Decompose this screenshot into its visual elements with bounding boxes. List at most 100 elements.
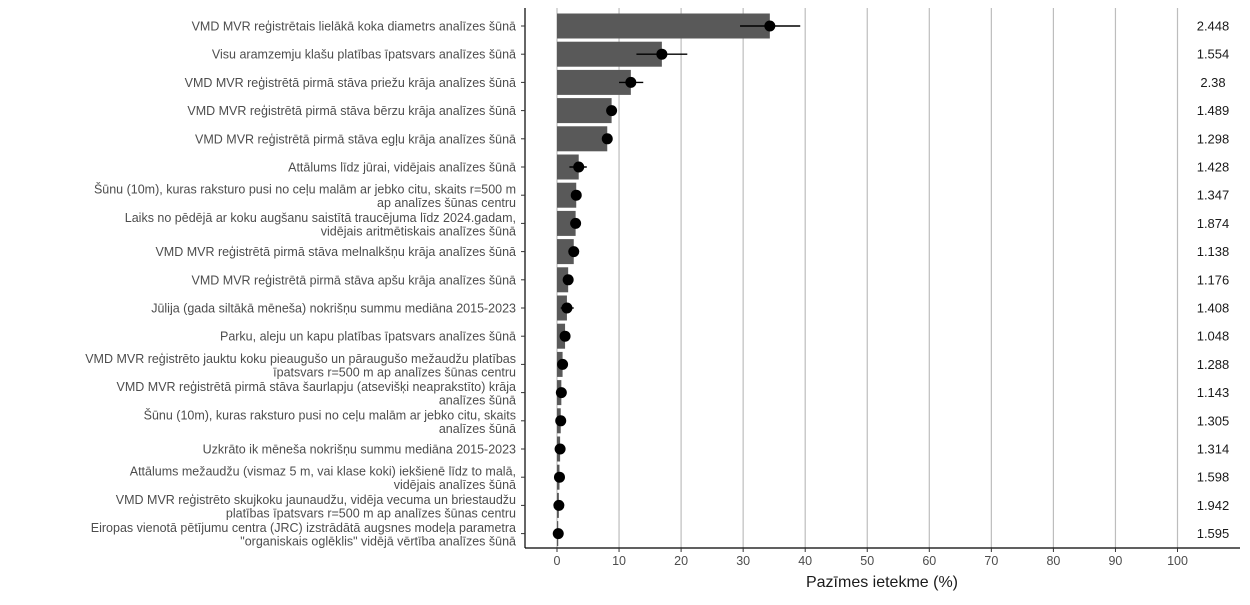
point-12 [557, 358, 569, 370]
value-label-8: 1.138 [1197, 244, 1230, 259]
y-tick-label-18-line-2: "organiskais oglēklis" vidējā vērtība an… [240, 535, 516, 549]
value-label-13: 1.143 [1197, 385, 1230, 400]
value-label-7: 1.874 [1197, 216, 1230, 231]
point-3 [606, 105, 618, 117]
value-label-0: 2.448 [1197, 19, 1230, 34]
x-tick-label-90: 90 [1108, 554, 1122, 568]
x-tick-label-100: 100 [1167, 554, 1188, 568]
y-tick-label-7: Laiks no pēdējā ar koku augšanu saistītā… [125, 211, 516, 239]
point-layer [552, 20, 801, 540]
x-tick-label-20: 20 [674, 554, 688, 568]
value-label-3: 1.489 [1197, 103, 1230, 118]
value-label-14: 1.305 [1197, 413, 1230, 428]
y-tick-label-18-line-1: Eiropas vienotā pētījumu centra (JRC) iz… [91, 521, 516, 535]
point-15 [554, 443, 566, 455]
grid-layer [556, 8, 1179, 548]
y-tick-label-13-line-1: VMD MVR reģistrētā pirmā stāva šaurlapju… [117, 380, 516, 394]
label-layer: VMD MVR reģistrētais lielākā koka diamet… [85, 19, 1229, 549]
bar-layer [557, 13, 770, 547]
value-label-1: 1.554 [1197, 47, 1230, 62]
y-tick-label-12-line-1: VMD MVR reģistrēto jauktu koku pieaugušo… [85, 352, 516, 366]
y-tick-label-18: Eiropas vienotā pētījumu centra (JRC) iz… [91, 521, 516, 549]
point-18 [552, 528, 564, 540]
bar-8 [557, 239, 574, 265]
value-label-5: 1.428 [1197, 160, 1230, 175]
bar-5 [557, 154, 579, 180]
y-tick-label-17-line-2: platības īpatsvars r=500 m ap analīzes š… [226, 506, 516, 520]
value-label-15: 1.314 [1197, 442, 1230, 457]
y-tick-label-14: Šūnu (10m), kuras raksturo pusi no ceļu … [144, 407, 516, 436]
x-tick-label-50: 50 [860, 554, 874, 568]
y-tick-label-12-line-2: īpatsvars r=500 m ap analīzes šūnas cent… [273, 365, 516, 379]
bar-4 [557, 126, 608, 152]
value-label-4: 1.298 [1197, 131, 1230, 146]
y-tick-label-8: VMD MVR reģistrētā pirmā stāva melnalkšņ… [155, 245, 516, 259]
bar-9 [557, 267, 569, 293]
y-tick-label-12: VMD MVR reģistrēto jauktu koku pieaugušo… [85, 352, 516, 380]
point-14 [555, 415, 567, 427]
x-tick-label-40: 40 [798, 554, 812, 568]
y-tick-label-16-line-2: vidējais analīzes šūnā [394, 478, 516, 492]
y-tick-label-9: VMD MVR reģistrētā pirmā stāva apšu krāj… [192, 273, 516, 287]
point-7 [570, 217, 582, 229]
point-1 [656, 48, 668, 60]
value-label-12: 1.288 [1197, 357, 1230, 372]
y-tick-label-5: Attālums līdz jūrai, vidējais analīzes š… [288, 161, 516, 175]
point-2 [625, 76, 637, 88]
x-tick-label-10: 10 [612, 554, 626, 568]
point-9 [562, 274, 574, 286]
point-11 [559, 330, 571, 342]
point-4 [601, 133, 613, 145]
x-tick-label-0: 0 [554, 554, 561, 568]
bar-0 [557, 13, 770, 39]
y-tick-label-7-line-2: vidējais aritmētiskais analīzes šūnā [321, 224, 516, 238]
y-tick-label-2: VMD MVR reģistrētā pirmā stāva priežu kr… [185, 76, 516, 90]
y-tick-label-14-line-1: Šūnu (10m), kuras raksturo pusi no ceļu … [144, 407, 516, 422]
value-label-11: 1.048 [1197, 329, 1230, 344]
point-17 [553, 499, 565, 511]
axis-layer: 0 10 20 30 40 50 60 70 80 90 100 [521, 8, 1240, 568]
point-5 [573, 161, 585, 173]
y-tick-label-13: VMD MVR reģistrētā pirmā stāva šaurlapju… [117, 380, 516, 408]
bar-7 [557, 210, 576, 236]
point-0 [764, 20, 776, 32]
y-tick-label-11: Parku, aleju un kapu platības īpatsvars … [220, 330, 516, 344]
x-tick-label-60: 60 [922, 554, 936, 568]
y-tick-label-3: VMD MVR reģistrētā pirmā stāva bērzu krā… [187, 104, 516, 118]
y-tick-label-16-line-1: Attālums mežaudžu (vismaz 5 m, vai klase… [130, 465, 516, 479]
value-label-17: 1.942 [1197, 498, 1230, 513]
y-tick-label-17: VMD MVR reģistrēto skujkoku jaunaudžu, v… [116, 493, 516, 521]
bar-6 [557, 182, 577, 208]
y-tick-label-15: Uzkrāto ik mēneša nokrišņu summu mediāna… [203, 443, 516, 457]
y-tick-label-1: Visu aramzemju klašu platības īpatsvars … [212, 48, 516, 62]
x-tick-label-70: 70 [984, 554, 998, 568]
y-tick-label-6-line-1: Šūnu (10m), kuras raksturo pusi no ceļu … [94, 182, 516, 197]
y-tick-label-6-line-2: ap analīzes šūnas centru [377, 196, 516, 210]
y-tick-label-10: Jūlija (gada siltākā mēneša) nokrišņu su… [151, 302, 516, 316]
bar-2 [557, 69, 631, 95]
y-tick-label-17-line-1: VMD MVR reģistrēto skujkoku jaunaudžu, v… [116, 493, 516, 507]
point-10 [561, 302, 573, 314]
bar-3 [557, 98, 612, 124]
value-label-18: 1.595 [1197, 526, 1230, 541]
value-label-6: 1.347 [1197, 188, 1230, 203]
y-tick-label-6: Šūnu (10m), kuras raksturo pusi no ceļu … [94, 182, 516, 211]
x-tick-label-30: 30 [736, 554, 750, 568]
point-16 [553, 471, 565, 483]
point-8 [568, 246, 580, 258]
y-tick-label-4: VMD MVR reģistrētā pirmā stāva egļu krāj… [195, 132, 516, 146]
y-tick-label-0: VMD MVR reģistrētais lielākā koka diamet… [192, 20, 516, 34]
value-label-10: 1.408 [1197, 301, 1230, 316]
x-axis-title: Pazīmes ietekme (%) [806, 574, 958, 591]
y-tick-label-14-line-2: analīzes šūnā [439, 422, 516, 436]
x-tick-label-80: 80 [1046, 554, 1060, 568]
point-6 [570, 189, 582, 201]
y-tick-label-16: Attālums mežaudžu (vismaz 5 m, vai klase… [130, 465, 516, 493]
value-label-9: 1.176 [1197, 272, 1230, 287]
value-label-2: 2.38 [1200, 75, 1225, 90]
y-tick-label-13-line-2: analīzes šūnā [439, 394, 516, 408]
point-13 [555, 387, 567, 399]
y-tick-label-7-line-1: Laiks no pēdējā ar koku augšanu saistītā… [125, 211, 516, 225]
